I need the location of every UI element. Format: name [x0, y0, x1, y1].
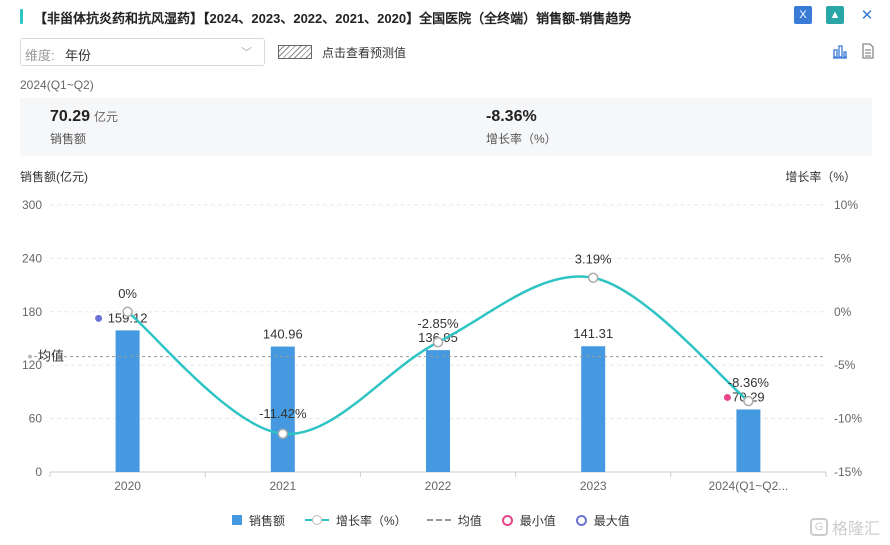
x-tick-label: 2022 — [425, 479, 452, 493]
legend-max-label: 最大值 — [593, 513, 630, 528]
forecast-label: 点击查看预测值 — [322, 45, 407, 60]
legend-min-swatch — [501, 514, 513, 526]
growth-summary: -8.36% 增长率（%） — [486, 108, 557, 147]
dimension-value: 年份 — [65, 48, 92, 63]
image-export-icon[interactable]: ▲ — [826, 6, 844, 24]
hatch-swatch-icon — [278, 45, 312, 59]
sales-bar — [426, 350, 450, 472]
y-right-tick-label: -5% — [834, 358, 856, 372]
sales-bar — [115, 330, 140, 472]
legend-min-label: 最小值 — [519, 513, 556, 528]
legend-mean-label: 均值 — [457, 513, 482, 528]
watermark-logo-icon: G — [809, 518, 828, 536]
mean-marker — [28, 354, 32, 359]
legend-sales[interactable]: 销售额 — [232, 512, 285, 529]
sales-unit: 亿元 — [94, 110, 119, 124]
max-marker — [95, 314, 103, 322]
sales-data-label: 140.96 — [263, 327, 303, 342]
growth-data-label: 3.19% — [575, 252, 612, 267]
y-left-tick-label: 60 — [29, 412, 43, 426]
y-right-tick-label: -15% — [834, 465, 862, 479]
dimension-select[interactable]: 维度: 年份 ﹀ — [20, 38, 265, 66]
table-view-icon[interactable] — [860, 43, 876, 59]
bar-chart-icon[interactable] — [832, 43, 848, 59]
legend-min[interactable]: 最小值 — [501, 512, 556, 529]
growth-point — [743, 395, 754, 407]
left-axis-title: 销售额(亿元) — [20, 169, 88, 184]
sales-bar — [270, 346, 295, 472]
x-tick-label: 2024(Q1~Q2... — [709, 479, 789, 493]
forecast-toggle[interactable]: 点击查看预测值 — [278, 44, 406, 60]
chevron-down-icon: ﹀ — [241, 47, 252, 59]
title-bar: 【非甾体抗炎药和抗风湿药】【2024、2023、2022、2021、2020】全… — [14, 6, 876, 28]
legend-line-swatch — [305, 515, 330, 525]
sales-data-label: 141.31 — [573, 326, 613, 341]
y-left-tick-label: 300 — [22, 198, 42, 212]
min-marker — [723, 393, 731, 401]
y-right-tick-label: 10% — [834, 198, 858, 212]
period-label: 2024(Q1~Q2) — [20, 78, 94, 92]
growth-value: -8.36% — [486, 108, 537, 125]
title-accent — [20, 9, 23, 24]
title-actions: X ▲ ✕ — [794, 6, 876, 24]
legend-sales-label: 销售额 — [249, 513, 286, 528]
growth-label: 增长率（%） — [486, 132, 557, 146]
y-left-tick-label: 240 — [22, 251, 42, 265]
chart-legend: 销售额 增长率（%） 均值 最小值 最大值 — [232, 511, 630, 529]
sales-summary: 70.29 亿元 销售额 — [50, 108, 118, 147]
x-tick-label: 2021 — [269, 479, 296, 493]
legend-max[interactable]: 最大值 — [575, 512, 630, 529]
x-tick-label: 2020 — [114, 479, 141, 493]
sales-value: 70.29 — [50, 108, 91, 125]
watermark: G 格隆汇 — [809, 515, 880, 539]
legend-max-swatch — [575, 514, 587, 526]
sales-bar — [736, 409, 761, 472]
growth-point — [277, 428, 289, 440]
watermark-text: 格隆汇 — [831, 521, 880, 538]
right-axis-title: 增长率（%） — [785, 169, 856, 184]
y-left-tick-label: 180 — [22, 305, 42, 319]
growth-point — [587, 272, 599, 283]
dimension-label: 维度: — [25, 48, 55, 63]
combo-chart: 销售额(亿元) 增长率（%） 0 -15% 60 -10% 120 -5% 180 0% 240 5%… — [20, 169, 862, 493]
summary-panel: 70.29 亿元 销售额 -8.36% 增长率（%） — [20, 98, 872, 156]
y-left-tick-label: 120 — [22, 358, 42, 372]
legend-mean[interactable]: 均值 — [426, 512, 482, 529]
x-tick-label: 2023 — [580, 479, 607, 493]
chart-title: 【非甾体抗炎药和抗风湿药】【2024、2023、2022、2021、2020】全… — [34, 11, 632, 26]
y-left-tick-label: 0 — [35, 465, 42, 479]
legend-dash-swatch — [426, 519, 451, 521]
y-right-tick-label: 5% — [834, 251, 852, 265]
growth-data-label: -11.42% — [259, 406, 307, 421]
growth-data-label: -8.36% — [728, 375, 770, 390]
sales-bar — [581, 346, 606, 472]
growth-point — [432, 336, 444, 348]
legend-growth-label: 增长率（%） — [336, 513, 407, 528]
excel-export-icon[interactable]: X — [794, 6, 812, 24]
y-right-tick-label: 0% — [834, 305, 852, 319]
sales-label: 销售额 — [50, 132, 87, 146]
y-right-tick-label: -10% — [834, 412, 862, 426]
mean-label: 均值 — [38, 349, 64, 364]
close-icon[interactable]: ✕ — [860, 7, 874, 24]
legend-growth[interactable]: 增长率（%） — [305, 512, 407, 529]
view-switcher — [832, 43, 876, 59]
growth-data-label: -2.85% — [417, 316, 459, 331]
growth-point — [122, 306, 133, 318]
growth-data-label: 0% — [118, 286, 137, 301]
legend-bar-swatch — [232, 515, 242, 525]
